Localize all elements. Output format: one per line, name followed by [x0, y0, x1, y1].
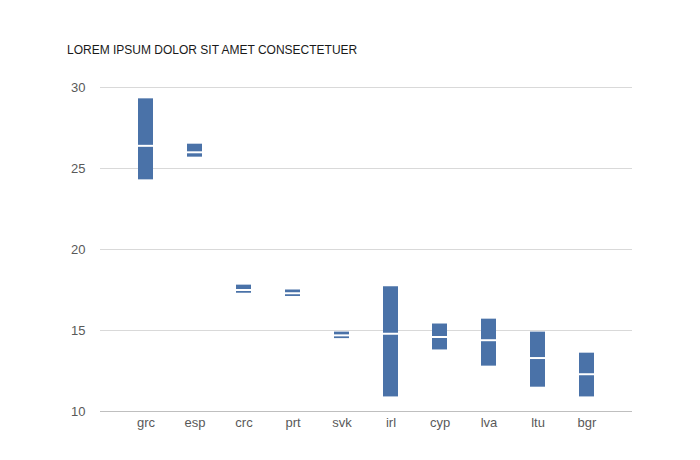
svg-text:15: 15	[71, 323, 85, 338]
svg-text:crc: crc	[235, 415, 253, 430]
svg-text:25: 25	[71, 161, 85, 176]
svg-text:cyp: cyp	[430, 415, 450, 430]
svg-text:prt: prt	[285, 415, 301, 430]
svg-text:esp: esp	[185, 415, 206, 430]
svg-text:bgr: bgr	[578, 415, 597, 430]
svg-text:ltu: ltu	[531, 415, 545, 430]
svg-text:30: 30	[71, 80, 85, 95]
svg-text:svk: svk	[332, 415, 352, 430]
svg-text:10: 10	[71, 404, 85, 419]
svg-text:grc: grc	[137, 415, 156, 430]
svg-text:20: 20	[71, 242, 85, 257]
svg-text:irl: irl	[386, 415, 396, 430]
html-text:LOREM IPSUM DOLOR SIT AMET CON: LOREM IPSUM DOLOR SIT AMET CONSECTETUER	[67, 43, 358, 57]
svg-text:lva: lva	[481, 415, 498, 430]
